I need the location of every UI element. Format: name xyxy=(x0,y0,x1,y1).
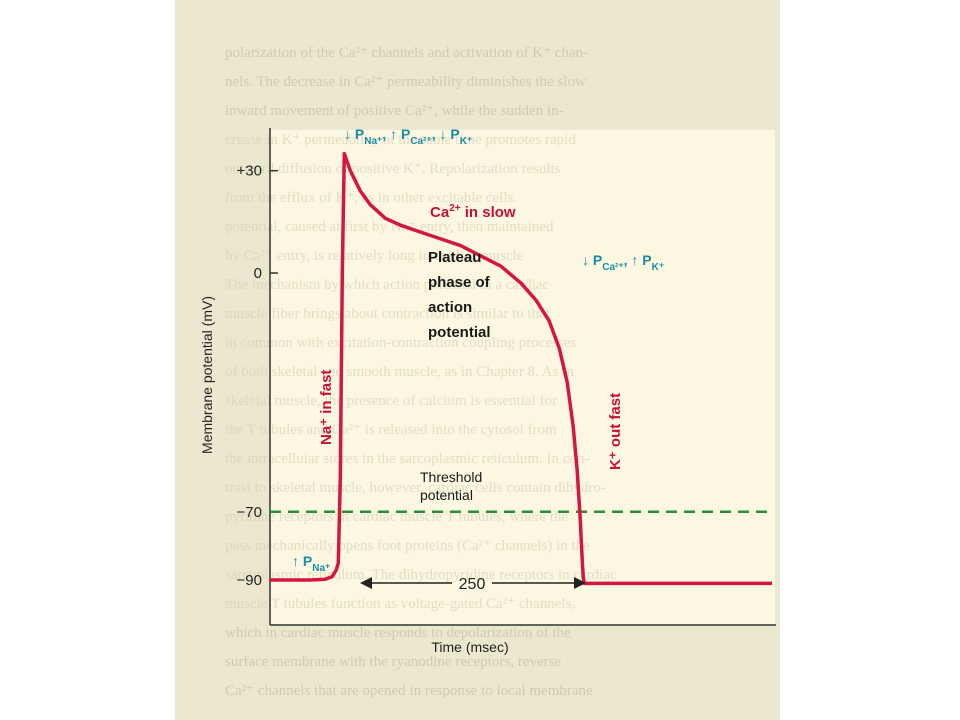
background-text-line: The mechanism by which action potential … xyxy=(225,277,549,293)
duration-arrowhead-right xyxy=(574,577,586,589)
threshold-label-line-1: Threshold xyxy=(420,469,482,485)
background-page-text: polarization of the Ca²⁺ channels and ac… xyxy=(225,45,593,699)
plateau-label: Plateau phase of action potential xyxy=(428,249,491,341)
background-text-line: inward movement of positive Ca²⁺, while … xyxy=(225,103,564,119)
plateau-line-4: potential xyxy=(428,324,491,341)
background-text-line: muscle fiber brings about contraction is… xyxy=(225,306,551,322)
duration-label: 250 xyxy=(459,576,486,593)
action-potential-trace xyxy=(270,151,772,586)
background-text-line: nels. The decrease in Ca²⁺ permeability … xyxy=(225,74,586,90)
right-permeability-annotation: ↓ PCa²⁺, ↑ PK⁺ xyxy=(582,252,664,273)
background-text-line: potential, caused at first by Na⁺ entry,… xyxy=(225,219,554,235)
y-tick-label: +30 xyxy=(237,163,262,180)
background-text-line: by Ca²⁺ entry, is relatively long in car… xyxy=(225,248,524,264)
background-text-line: polarization of the Ca²⁺ channels and ac… xyxy=(225,45,588,61)
na-in-fast-label: Na⁺ in fast xyxy=(318,370,335,445)
background-text-line: of both skeletal and smooth muscle, as i… xyxy=(225,364,574,380)
background-text-line: muscle T tubules function as voltage-gat… xyxy=(225,596,575,612)
y-axis-label: Membrane potential (mV) xyxy=(199,296,215,454)
background-text-line: trast to skeletal muscle, however, cardi… xyxy=(225,480,606,496)
plateau-line-2: phase of xyxy=(428,274,491,291)
background-page-text-in-plot: crease in K⁺ permeability at the same ti… xyxy=(225,132,617,612)
background-text-line: pass mechanically opens foot proteins (C… xyxy=(225,538,590,554)
background-text-line: Ca²⁺ channels that are opened in respons… xyxy=(225,683,593,699)
background-text-line: the intracellular stores in the sarcopla… xyxy=(225,451,589,467)
y-tick-label: 0 xyxy=(254,265,262,282)
y-tick-label: −70 xyxy=(237,504,262,521)
k-out-fast-label: K⁺ out fast xyxy=(607,393,624,470)
threshold-label-line-2: potential xyxy=(420,487,473,503)
background-text-line: the T tubules and Ca²⁺ is released into … xyxy=(225,422,557,438)
background-text-line: outward diffusion of positive K⁺. Repola… xyxy=(225,161,561,177)
duration-marker: 250 xyxy=(360,576,586,593)
ca-in-slow-label: Ca2+ in slow xyxy=(430,203,516,221)
background-text-line: in common with excitation-contraction co… xyxy=(225,335,576,351)
y-tick-label: −90 xyxy=(237,572,262,589)
duration-arrowhead-left xyxy=(360,577,372,589)
background-text-line: surface membrane with the ryanodine rece… xyxy=(225,654,561,670)
background-text-line: skeletal muscle, the presence of calcium… xyxy=(225,393,557,409)
plateau-line-1: Plateau xyxy=(428,249,481,266)
bottom-permeability-annotation: ↑ PNa⁺ xyxy=(292,553,330,574)
plateau-line-3: action xyxy=(428,299,472,316)
background-text-line: which in cardiac muscle responds to depo… xyxy=(225,625,571,641)
top-permeability-annotation: ↓ PNa⁺, ↑ PCa²⁺, ↓ PK⁺ xyxy=(344,126,472,147)
background-text-line: from the efflux of K⁺, as in other excit… xyxy=(225,190,517,206)
x-axis-label: Time (msec) xyxy=(431,639,508,655)
background-text-line: crease in K⁺ permeability at the same ti… xyxy=(225,132,576,148)
threshold-label: Threshold potential xyxy=(420,469,482,503)
plot-area xyxy=(270,130,775,625)
